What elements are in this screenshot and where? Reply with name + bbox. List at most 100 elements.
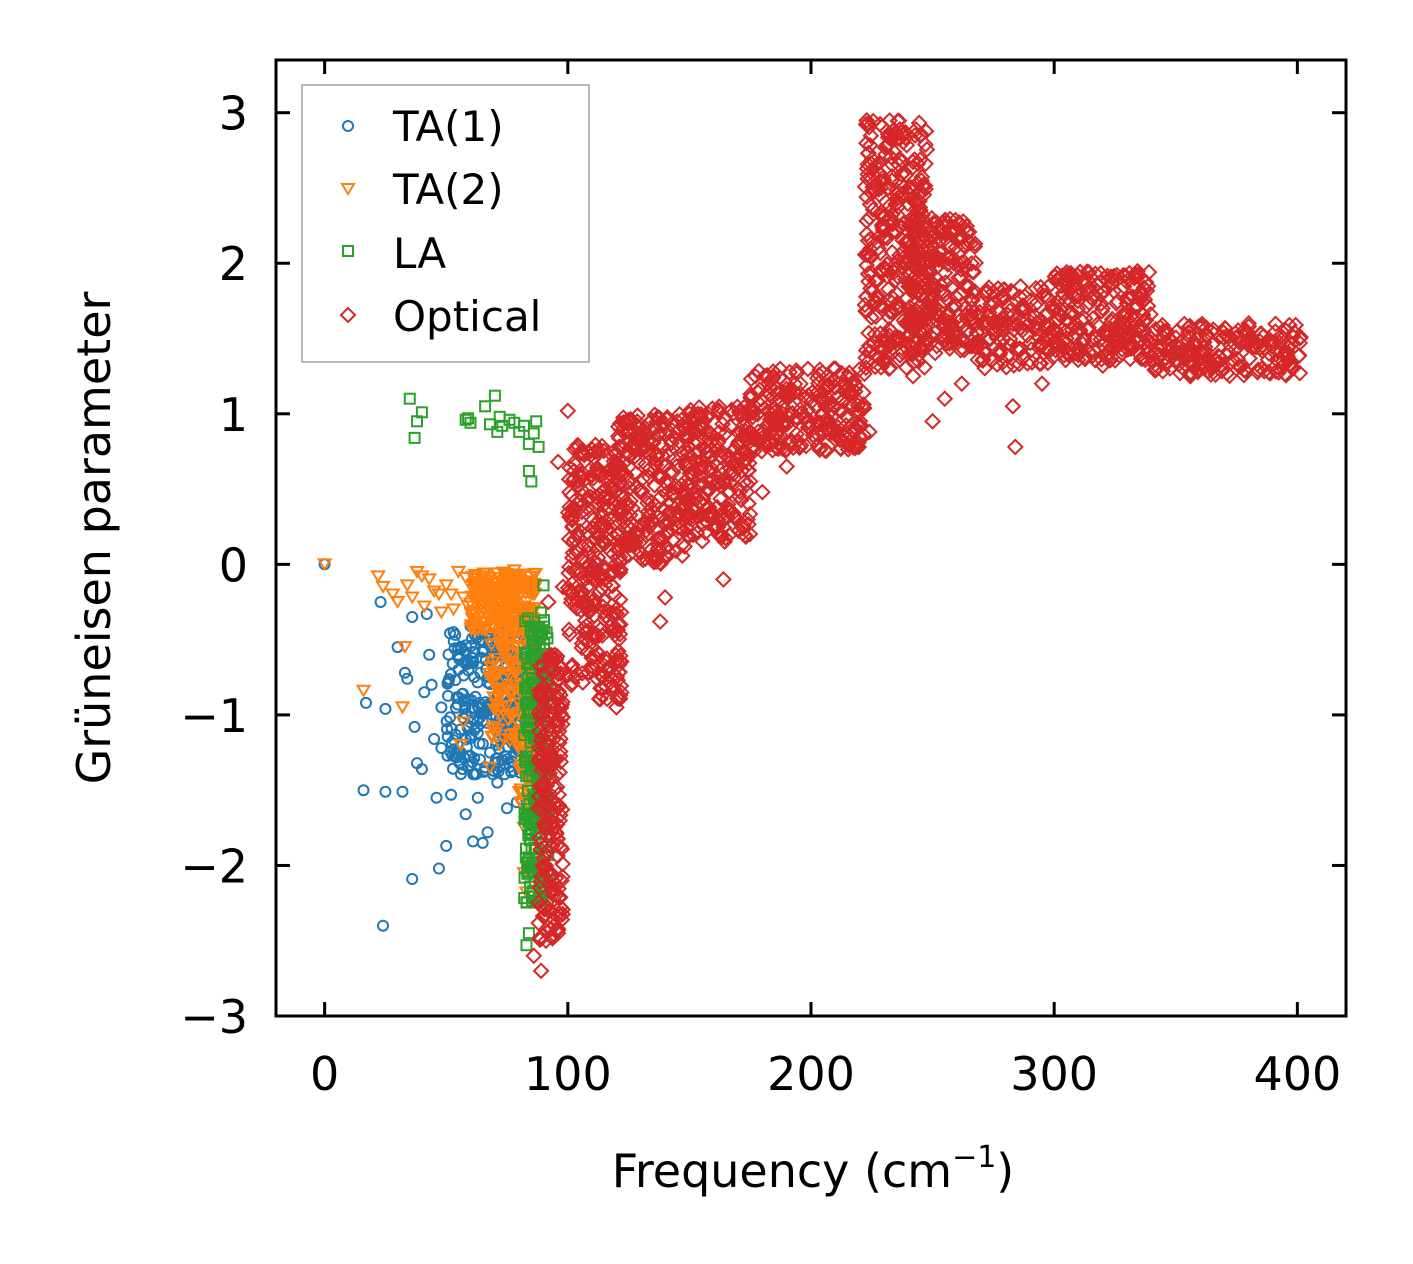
data-point-la bbox=[518, 871, 531, 884]
data-point-optical bbox=[740, 495, 757, 513]
data-point-optical bbox=[1125, 338, 1142, 356]
data-point-optical bbox=[877, 260, 895, 278]
data-point-optical bbox=[976, 341, 994, 359]
data-point-optical bbox=[534, 857, 552, 875]
data-point-ta2 bbox=[485, 723, 502, 737]
data-point-la bbox=[520, 682, 533, 695]
data-point-optical bbox=[586, 648, 604, 666]
data-point-optical bbox=[716, 529, 734, 547]
data-point-optical bbox=[1001, 330, 1019, 348]
data-point-optical bbox=[884, 332, 902, 349]
data-point-ta2 bbox=[474, 621, 491, 635]
data-point-optical bbox=[1115, 278, 1133, 296]
data-point-optical bbox=[773, 383, 790, 401]
data-point-optical bbox=[595, 591, 613, 609]
data-point-optical bbox=[549, 920, 567, 937]
data-point-optical bbox=[936, 332, 953, 350]
points-layer bbox=[316, 111, 1309, 980]
data-point-optical bbox=[668, 412, 686, 430]
data-point-optical bbox=[595, 560, 613, 578]
data-point-optical bbox=[1039, 278, 1057, 296]
data-point-optical bbox=[552, 838, 570, 856]
data-point-optical bbox=[661, 464, 679, 481]
data-point-optical bbox=[643, 411, 660, 429]
data-point-optical bbox=[1028, 294, 1046, 311]
data-point-optical bbox=[1267, 315, 1285, 333]
data-point-optical bbox=[1010, 355, 1028, 373]
data-point-optical bbox=[893, 165, 911, 183]
data-point-ta1 bbox=[432, 862, 445, 875]
data-point-ta2 bbox=[501, 670, 518, 684]
data-point-ta2 bbox=[492, 738, 508, 752]
data-point-optical bbox=[664, 484, 682, 502]
data-point-optical bbox=[1222, 337, 1240, 354]
data-point-optical bbox=[918, 338, 936, 356]
data-point-ta1 bbox=[471, 791, 484, 804]
data-point-ta2 bbox=[487, 653, 504, 667]
data-point-optical bbox=[639, 525, 657, 542]
data-point-optical bbox=[560, 621, 578, 639]
data-point-la bbox=[526, 865, 539, 878]
data-point-optical bbox=[1270, 364, 1288, 381]
data-point-optical bbox=[662, 431, 679, 449]
data-point-optical bbox=[871, 244, 889, 262]
data-point-optical bbox=[858, 111, 876, 129]
data-point-optical bbox=[615, 549, 633, 566]
data-point-optical bbox=[656, 589, 674, 606]
data-point-optical bbox=[553, 715, 571, 733]
data-point-la bbox=[521, 722, 534, 735]
data-point-la bbox=[535, 606, 548, 619]
data-point-optical bbox=[1240, 315, 1258, 332]
data-point-ta1 bbox=[496, 754, 509, 767]
data-point-optical bbox=[542, 743, 560, 761]
data-point-optical bbox=[609, 616, 627, 633]
data-point-ta2 bbox=[483, 638, 500, 652]
data-point-optical bbox=[1039, 354, 1057, 372]
data-point-optical bbox=[539, 814, 557, 832]
data-point-optical bbox=[857, 302, 874, 320]
data-point-ta2 bbox=[506, 666, 523, 680]
data-point-optical bbox=[609, 671, 627, 689]
data-point-optical bbox=[1245, 338, 1262, 355]
data-point-optical bbox=[658, 411, 676, 428]
data-point-optical bbox=[951, 242, 969, 260]
data-point-optical bbox=[612, 553, 630, 571]
data-point-optical bbox=[917, 299, 935, 316]
data-point-optical bbox=[611, 625, 629, 643]
data-point-optical bbox=[883, 303, 901, 321]
data-point-la bbox=[522, 437, 535, 450]
data-point-optical bbox=[554, 578, 572, 596]
data-point-optical bbox=[570, 477, 588, 495]
data-point-optical bbox=[710, 403, 728, 421]
data-point-optical bbox=[1086, 330, 1104, 348]
data-point-optical bbox=[814, 390, 832, 408]
data-point-optical bbox=[1114, 266, 1132, 284]
data-point-optical bbox=[709, 518, 727, 536]
data-point-la bbox=[408, 431, 421, 444]
data-point-optical bbox=[1103, 310, 1121, 328]
data-point-optical bbox=[866, 325, 884, 343]
data-point-optical bbox=[611, 647, 629, 665]
data-point-optical bbox=[762, 405, 780, 423]
data-point-optical bbox=[832, 439, 849, 457]
data-point-optical bbox=[834, 392, 852, 409]
data-point-optical bbox=[691, 467, 708, 484]
data-point-optical bbox=[684, 526, 702, 544]
data-point-optical bbox=[763, 371, 781, 388]
data-point-ta2 bbox=[511, 576, 527, 590]
data-point-optical bbox=[930, 283, 948, 301]
data-point-ta2 bbox=[508, 586, 525, 600]
data-point-optical bbox=[1284, 360, 1301, 378]
data-point-ta1 bbox=[473, 753, 486, 766]
data-point-la bbox=[522, 810, 535, 823]
data-point-optical bbox=[922, 228, 939, 246]
data-point-optical bbox=[873, 263, 891, 281]
data-point-optical bbox=[772, 415, 790, 433]
data-point-optical bbox=[906, 127, 924, 144]
data-point-optical bbox=[1069, 267, 1086, 284]
data-point-la bbox=[403, 392, 416, 405]
data-point-optical bbox=[904, 244, 922, 262]
data-point-ta2 bbox=[375, 580, 391, 594]
data-point-ta1 bbox=[441, 723, 453, 735]
data-point-optical bbox=[1175, 315, 1193, 333]
